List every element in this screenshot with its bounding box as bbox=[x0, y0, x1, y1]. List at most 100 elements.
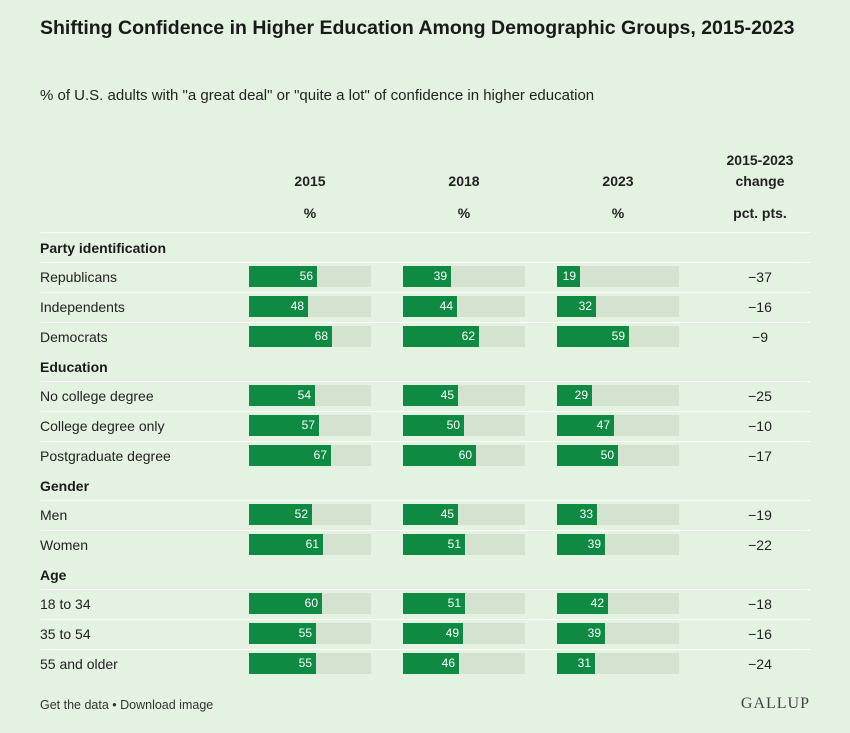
bar: 51 bbox=[403, 593, 465, 614]
bar-track: 44 bbox=[403, 296, 525, 317]
row-divider bbox=[40, 589, 810, 590]
change-value: −37 bbox=[748, 269, 772, 285]
bar-track: 54 bbox=[249, 385, 371, 406]
bar-value-label: 33 bbox=[579, 507, 593, 521]
bar-track: 57 bbox=[249, 415, 371, 436]
bar-track: 32 bbox=[557, 296, 679, 317]
bar: 39 bbox=[557, 623, 605, 644]
bar-value-label: 59 bbox=[611, 329, 625, 343]
bar: 57 bbox=[249, 415, 319, 436]
bar-value-label: 39 bbox=[433, 269, 447, 283]
change-value: −25 bbox=[748, 388, 772, 404]
bar: 55 bbox=[249, 653, 316, 674]
bar-value-label: 19 bbox=[562, 269, 576, 283]
bar: 46 bbox=[403, 653, 459, 674]
bar-track: 47 bbox=[557, 415, 679, 436]
bar-track: 19 bbox=[557, 266, 679, 287]
bar-track: 56 bbox=[249, 266, 371, 287]
bar-value-label: 55 bbox=[298, 656, 312, 670]
change-value: −9 bbox=[752, 329, 768, 345]
bar-track: 46 bbox=[403, 653, 525, 674]
bar-value-label: 57 bbox=[301, 418, 315, 432]
bar-value-label: 51 bbox=[447, 596, 461, 610]
bar-track: 29 bbox=[557, 385, 679, 406]
bar-track: 55 bbox=[249, 623, 371, 644]
bar-track: 48 bbox=[249, 296, 371, 317]
row-divider bbox=[40, 411, 810, 412]
chart-title: Shifting Confidence in Higher Education … bbox=[40, 17, 795, 39]
row-label: College degree only bbox=[40, 418, 165, 434]
header-rule bbox=[40, 232, 810, 233]
bar-value-label: 39 bbox=[587, 537, 601, 551]
bar: 51 bbox=[403, 534, 465, 555]
bar: 60 bbox=[249, 593, 322, 614]
bar: 52 bbox=[249, 504, 312, 525]
bar-track: 62 bbox=[403, 326, 525, 347]
column-header-1: 2015 bbox=[294, 173, 326, 189]
bar-track: 42 bbox=[557, 593, 679, 614]
chart-subtitle: % of U.S. adults with "a great deal" or … bbox=[40, 87, 595, 104]
bar: 48 bbox=[249, 296, 308, 317]
bar: 61 bbox=[249, 534, 323, 555]
row-divider bbox=[40, 530, 810, 531]
bar: 54 bbox=[249, 385, 315, 406]
change-value: −24 bbox=[748, 656, 772, 672]
row-divider bbox=[40, 262, 810, 263]
row-label: No college degree bbox=[40, 388, 154, 404]
footer-links[interactable]: Get the data • Download image bbox=[40, 698, 214, 712]
bar-track: 52 bbox=[249, 504, 371, 525]
bar-track: 51 bbox=[403, 534, 525, 555]
bar-value-label: 44 bbox=[439, 299, 453, 313]
row-divider bbox=[40, 322, 810, 323]
bar-value-label: 32 bbox=[578, 299, 592, 313]
bar-track: 61 bbox=[249, 534, 371, 555]
bar-value-label: 39 bbox=[587, 626, 601, 640]
change-value: −10 bbox=[748, 418, 772, 434]
bar: 29 bbox=[557, 385, 592, 406]
bar-value-label: 31 bbox=[577, 656, 591, 670]
bar: 39 bbox=[403, 266, 451, 287]
bar-value-label: 45 bbox=[440, 507, 454, 521]
column-unit-3: % bbox=[611, 205, 625, 221]
bar-value-label: 50 bbox=[446, 418, 460, 432]
row-label: Republicans bbox=[40, 269, 118, 285]
bar-track: 49 bbox=[403, 623, 525, 644]
bar-value-label: 29 bbox=[574, 388, 588, 402]
change-value: −16 bbox=[748, 299, 772, 315]
group-label: Education bbox=[40, 359, 108, 375]
bar: 68 bbox=[249, 326, 332, 347]
bar-value-label: 61 bbox=[305, 537, 319, 551]
bar-track: 39 bbox=[557, 534, 679, 555]
change-value: −16 bbox=[748, 626, 772, 642]
bar-track: 60 bbox=[403, 445, 525, 466]
change-value: −17 bbox=[748, 448, 772, 464]
bar: 32 bbox=[557, 296, 596, 317]
bar: 59 bbox=[557, 326, 629, 347]
bar: 39 bbox=[557, 534, 605, 555]
change-value: −18 bbox=[748, 596, 772, 612]
bar-value-label: 50 bbox=[600, 448, 614, 462]
row-label: Postgraduate degree bbox=[40, 448, 171, 464]
bar-value-label: 56 bbox=[299, 269, 313, 283]
bar-value-label: 51 bbox=[447, 537, 461, 551]
column-unit-2: % bbox=[457, 205, 471, 221]
bar: 60 bbox=[403, 445, 476, 466]
bar: 47 bbox=[557, 415, 614, 436]
bar-track: 50 bbox=[403, 415, 525, 436]
bar-value-label: 48 bbox=[290, 299, 304, 313]
group-label: Age bbox=[40, 567, 67, 583]
row-divider bbox=[40, 619, 810, 620]
row-label: Women bbox=[40, 537, 88, 553]
row-label: 18 to 34 bbox=[40, 596, 91, 612]
bar: 55 bbox=[249, 623, 316, 644]
gallup-logo: GALLUP bbox=[740, 695, 810, 712]
row-label: 55 and older bbox=[40, 656, 118, 672]
bar-track: 55 bbox=[249, 653, 371, 674]
bar: 44 bbox=[403, 296, 457, 317]
bar-value-label: 68 bbox=[314, 329, 328, 343]
bar-track: 67 bbox=[249, 445, 371, 466]
bar-track: 68 bbox=[249, 326, 371, 347]
bar-track: 33 bbox=[557, 504, 679, 525]
group-label: Gender bbox=[40, 478, 90, 494]
bar-value-label: 52 bbox=[294, 507, 308, 521]
